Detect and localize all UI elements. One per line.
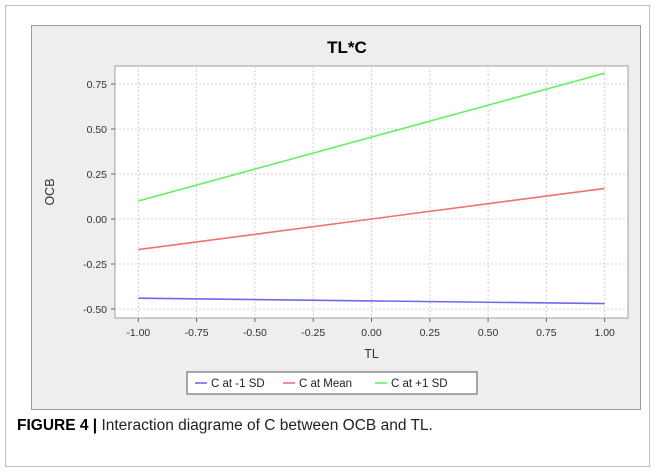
legend-box (186, 371, 478, 395)
x-tick-label: 0.25 (420, 327, 441, 339)
caption-separator: | (88, 417, 102, 434)
chart-panel: TL*C -1.00 -0.75 -0.50 -0.25 0.00 0.25 0.50 0.75… (31, 25, 641, 410)
y-tick-label: -0.50 (83, 304, 107, 316)
y-axis-label: OCB (43, 178, 57, 205)
x-tick-label: -0.25 (301, 327, 325, 339)
figure-caption: FIGURE 4 | Interaction diagrame of C bet… (17, 417, 637, 435)
x-tick-label: 0.50 (478, 327, 499, 339)
series-line-3 (138, 72, 605, 202)
x-tick-label: 0.00 (361, 327, 382, 339)
y-tick-label: 0.25 (87, 169, 108, 181)
legend-label-2: C at Mean (299, 378, 352, 390)
x-tick-label: -1.00 (126, 327, 150, 339)
y-tick-label: 0.75 (87, 79, 108, 91)
legend-label-3: C at +1 SD (391, 378, 448, 390)
y-tick-label: -0.25 (83, 259, 107, 271)
interaction-line-chart: TL*C -1.00 -0.75 -0.50 -0.25 0.00 0.25 0.50 0.75… (43, 38, 629, 395)
caption-text: Interaction diagrame of C between OCB an… (101, 417, 433, 434)
x-tick-label: -0.50 (243, 327, 267, 339)
x-tick-label: -0.75 (185, 327, 209, 339)
chart-title: TL*C (327, 38, 367, 57)
series-line-2 (138, 187, 605, 251)
x-tick-label: 1.00 (594, 327, 615, 339)
x-tick-label: 0.75 (536, 327, 557, 339)
x-axis-label: TL (364, 347, 379, 361)
figure-label: FIGURE 4 (17, 417, 89, 434)
y-tick-label: 0.50 (87, 124, 108, 136)
series-line-1 (138, 297, 605, 305)
y-tick-label: 0.00 (87, 214, 108, 226)
legend-label-1: C at -1 SD (211, 378, 265, 390)
